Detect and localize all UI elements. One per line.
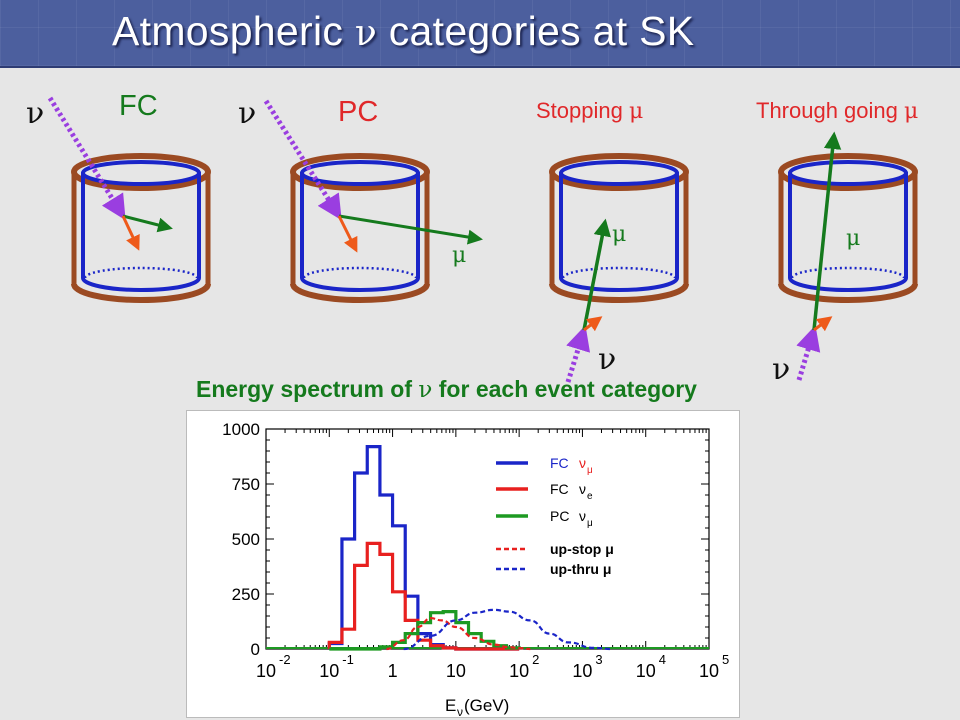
nu-label: ν xyxy=(772,352,791,387)
nu-label: ν xyxy=(238,96,257,131)
electron-arrow-icon xyxy=(813,316,833,332)
y-tick-label: 500 xyxy=(232,530,260,549)
x-tick-exponent: 2 xyxy=(532,652,539,667)
y-tick-label: 0 xyxy=(251,640,260,659)
x-axis-label-sub: ν xyxy=(457,705,463,717)
plot-frame xyxy=(265,428,710,650)
nu-arrow-icon xyxy=(47,96,126,221)
electron-arrow-icon xyxy=(583,316,603,332)
title-bar: Atmospheric ν categories at SK xyxy=(0,0,960,68)
nu-arrow-icon xyxy=(263,99,342,221)
legend-label-flavor: μ xyxy=(587,518,593,529)
series-line-0 xyxy=(327,445,520,651)
x-tick-label: 10 xyxy=(319,661,339,681)
legend-label: up-stop μ xyxy=(550,541,614,557)
nu-label: ν xyxy=(26,96,45,131)
category-label-through-going: Through going μ xyxy=(756,98,919,124)
category-label-pc: PC xyxy=(338,96,379,128)
nu-arrow-icon xyxy=(565,325,591,383)
category-label-fc: FC xyxy=(119,90,158,122)
x-tick-exponent: 4 xyxy=(659,652,666,667)
muon-arrow-icon xyxy=(812,131,842,331)
legend-label-flavor: μ xyxy=(587,465,593,476)
legend-label: FC xyxy=(550,481,569,497)
legend-label: up-thru μ xyxy=(550,561,611,577)
x-axis-label-unit: (GeV) xyxy=(464,696,509,715)
legend-label-flavor: e xyxy=(587,491,593,502)
category-label-stopping: Stopping μ xyxy=(536,98,644,124)
nu-arrow-icon xyxy=(796,325,821,381)
x-tick-label: 10 xyxy=(509,661,529,681)
electron-arrow-icon xyxy=(337,215,358,253)
slide-title: Atmospheric ν categories at SK xyxy=(112,8,695,54)
muon-label: μ xyxy=(452,243,467,268)
x-tick-exponent: 5 xyxy=(722,652,729,667)
series-line-1 xyxy=(327,541,520,651)
x-tick-exponent: 3 xyxy=(595,652,602,667)
series-line-4 xyxy=(403,608,613,651)
x-axis-label: E xyxy=(445,696,456,715)
series-line-2 xyxy=(329,610,521,651)
muon-arrow-icon xyxy=(122,214,173,233)
x-tick-label: 1 xyxy=(388,661,398,681)
series-line-3 xyxy=(386,617,531,651)
detector-diagrams xyxy=(47,96,960,383)
x-tick-exponent: -2 xyxy=(279,652,291,667)
muon-arrow-icon xyxy=(582,218,611,331)
legend-label: FC xyxy=(550,455,569,471)
muon-label: μ xyxy=(846,226,861,251)
legend-label-nu: ν xyxy=(579,455,586,471)
y-tick-label: 1000 xyxy=(222,420,260,439)
electron-arrow-icon xyxy=(121,215,140,251)
x-tick-exponent: -1 xyxy=(342,652,354,667)
y-tick-label: 750 xyxy=(232,475,260,494)
y-tick-label: 250 xyxy=(232,585,260,604)
legend-label-nu: ν xyxy=(579,481,586,497)
x-tick-label: 10 xyxy=(636,661,656,681)
tank-icon xyxy=(74,156,208,300)
muon-label: μ xyxy=(612,222,627,247)
x-tick-label: 10 xyxy=(572,661,592,681)
chart-heading: Energy spectrum of ν for each event cate… xyxy=(196,376,697,403)
legend-label: PC xyxy=(550,508,569,524)
x-tick-label: 10 xyxy=(256,661,276,681)
muon-arrow-icon xyxy=(338,214,483,245)
x-tick-label: 10 xyxy=(699,661,719,681)
x-tick-label: 10 xyxy=(446,661,466,681)
nu-label: ν xyxy=(598,342,617,377)
legend-label-nu: ν xyxy=(579,508,586,524)
